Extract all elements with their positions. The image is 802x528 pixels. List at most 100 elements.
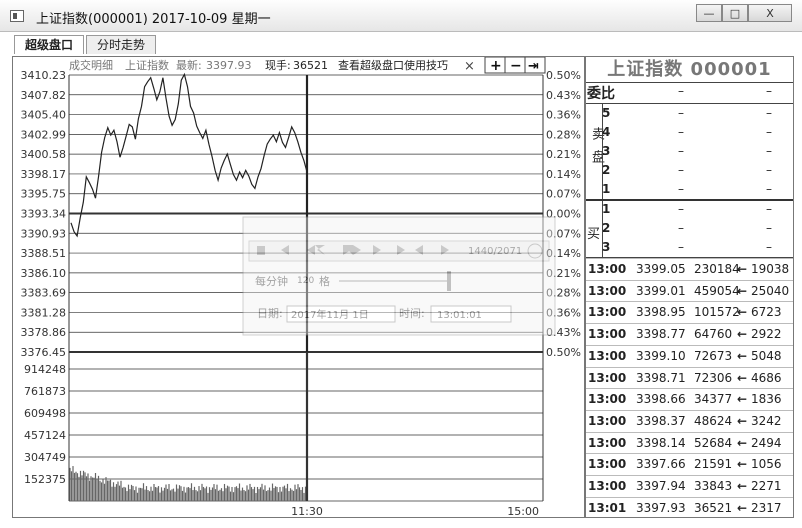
tick-price: 3399.01 (636, 283, 686, 298)
pct-tick-label: 0.36% (546, 306, 581, 319)
sell-level: 3 (602, 144, 611, 158)
tick-row: 13:00 3399.10 72673 ← 5048 (586, 344, 793, 367)
left-arrow-icon: ← (737, 479, 748, 493)
tick-price: 3398.37 (636, 413, 686, 428)
to-end-icon[interactable] (441, 245, 449, 255)
pct-tick-label: 0.07% (546, 188, 581, 201)
tick-time: 13:00 (588, 283, 627, 298)
pin-icon[interactable]: ⇥ (528, 59, 539, 74)
tick-time: 13:00 (588, 457, 627, 472)
fast-forward-icon[interactable] (343, 245, 361, 255)
buy-level: 2 (602, 221, 611, 235)
speed-slider-handle[interactable] (447, 271, 451, 291)
pct-tick-label: 0.00% (546, 208, 581, 221)
sell-level: 2 (602, 163, 611, 177)
pct-tick-label: 0.28% (546, 128, 581, 141)
buy-level: 1 (602, 202, 611, 216)
ratio-value-2: – (766, 84, 772, 98)
tips-link[interactable]: 查看超级盘口使用技巧 (338, 58, 448, 72)
buy-price: – (678, 202, 684, 216)
latest-label: 最新: (176, 58, 202, 72)
order-book-panel: 上证指数 000001 委比 – – 卖盘 5– –4– –3– –2– –1– – 买 … (585, 56, 794, 518)
tick-price: 3397.93 (636, 500, 686, 515)
maximize-icon: □ (729, 6, 741, 20)
detail-label[interactable]: 成交明细 (69, 58, 113, 72)
panel-title: 上证指数 000001 (607, 59, 772, 80)
close-button[interactable]: X (748, 4, 792, 22)
step-forward-icon[interactable] (397, 245, 405, 255)
pct-tick-label: 0.43% (546, 89, 581, 102)
left-arrow-icon: ← (737, 392, 748, 407)
title-bar: 上证指数(000001) 2017-10-09 星期一 — □ X (0, 0, 802, 32)
speed-value[interactable]: 120 (297, 276, 314, 286)
sell-price: – (678, 163, 684, 177)
pct-tick-label: 0.14% (546, 247, 581, 260)
price-tick-label: 3405.40 (21, 109, 67, 122)
speed-label: 每分钟 (255, 274, 288, 288)
tick-volume: 64760 (694, 327, 733, 342)
time-tick-label: 15:00 (507, 505, 539, 517)
sell-price: – (678, 182, 684, 196)
left-arrow-icon: ← (737, 327, 748, 342)
sell-row: 4 – – (586, 124, 793, 143)
play-icon[interactable] (373, 245, 381, 255)
tick-time: 13:00 (588, 392, 627, 407)
price-line (70, 72, 308, 238)
date-picker[interactable] (286, 305, 396, 323)
tick-row: 13:00 3398.14 52684 ← 2494 (586, 431, 793, 454)
tick-amount: 25040 (751, 283, 790, 298)
tick-volume: 72306 (694, 370, 733, 385)
buy-volume: – (766, 221, 772, 235)
time-picker[interactable] (430, 305, 512, 323)
step-back-icon[interactable] (281, 245, 289, 255)
close-tips-icon[interactable]: × (464, 59, 475, 74)
refresh-icon[interactable] (527, 243, 543, 259)
intraday-chart[interactable]: 3410.23 3407.82 3405.40 3402.99 3400.58 3398.… (13, 56, 584, 518)
sell-price: – (678, 106, 684, 120)
zoom-out-icon[interactable]: − (510, 58, 522, 74)
tick-row: 13:00 3399.01 459054 ← 25040 (586, 279, 793, 302)
volume-tick-label: 457124 (24, 429, 66, 442)
zoom-in-icon[interactable]: + (490, 58, 502, 74)
price-tick-label: 3410.23 (21, 69, 67, 82)
tick-amount: 5048 (751, 348, 782, 363)
tick-row: 13:01 3397.93 36521 ← 2317 (586, 496, 793, 517)
left-arrow-icon: ← (737, 348, 748, 363)
price-tick-label: 3386.10 (21, 267, 67, 280)
tick-price: 3397.66 (636, 457, 686, 472)
tab-intraday[interactable]: 分时走势 (86, 35, 157, 54)
volume-tick-label: 761873 (24, 385, 66, 398)
to-start-icon[interactable] (415, 245, 423, 255)
stop-icon[interactable] (257, 246, 265, 255)
sell-volume: – (766, 182, 772, 196)
time-label: 时间: (399, 307, 425, 320)
ratio-value: – (678, 84, 684, 98)
tick-time: 13:00 (588, 435, 627, 450)
sell-price: – (678, 125, 684, 139)
price-tick-label: 3388.51 (21, 247, 67, 260)
minimize-button[interactable]: — (696, 4, 722, 22)
speed-unit: 格 (319, 274, 330, 288)
left-arrow-icon: ← (737, 262, 748, 276)
pct-tick-label: 0.21% (546, 148, 581, 161)
close-icon: X (766, 6, 774, 20)
ratio-row: 委比 – – (586, 83, 793, 102)
tick-row: 13:00 3398.66 34377 ← 1836 (586, 388, 793, 410)
volume-tick-label: 609498 (24, 407, 66, 420)
rewind-icon[interactable] (307, 245, 325, 255)
maximize-button[interactable]: □ (722, 4, 748, 22)
window-title: 上证指数(000001) 2017-10-09 星期一 (36, 12, 271, 27)
date-value: 2017年11月 1日 (291, 308, 369, 321)
tick-time: 13:00 (588, 479, 627, 493)
tab-super-board[interactable]: 超级盘口 (14, 35, 85, 54)
volume-value: 36521 (293, 59, 328, 72)
buy-level: 3 (602, 240, 611, 254)
tick-row: 13:00 3399.05 230184 ← 19038 (586, 258, 793, 280)
volume-tick-label: 304749 (24, 451, 66, 464)
tick-volume: 459054 (694, 283, 740, 298)
tick-amount: 6723 (751, 305, 782, 320)
app-icon (10, 10, 24, 22)
ratio-label: 委比 (587, 86, 615, 102)
tick-amount: 2271 (751, 479, 782, 493)
tick-time: 13:01 (588, 500, 627, 515)
